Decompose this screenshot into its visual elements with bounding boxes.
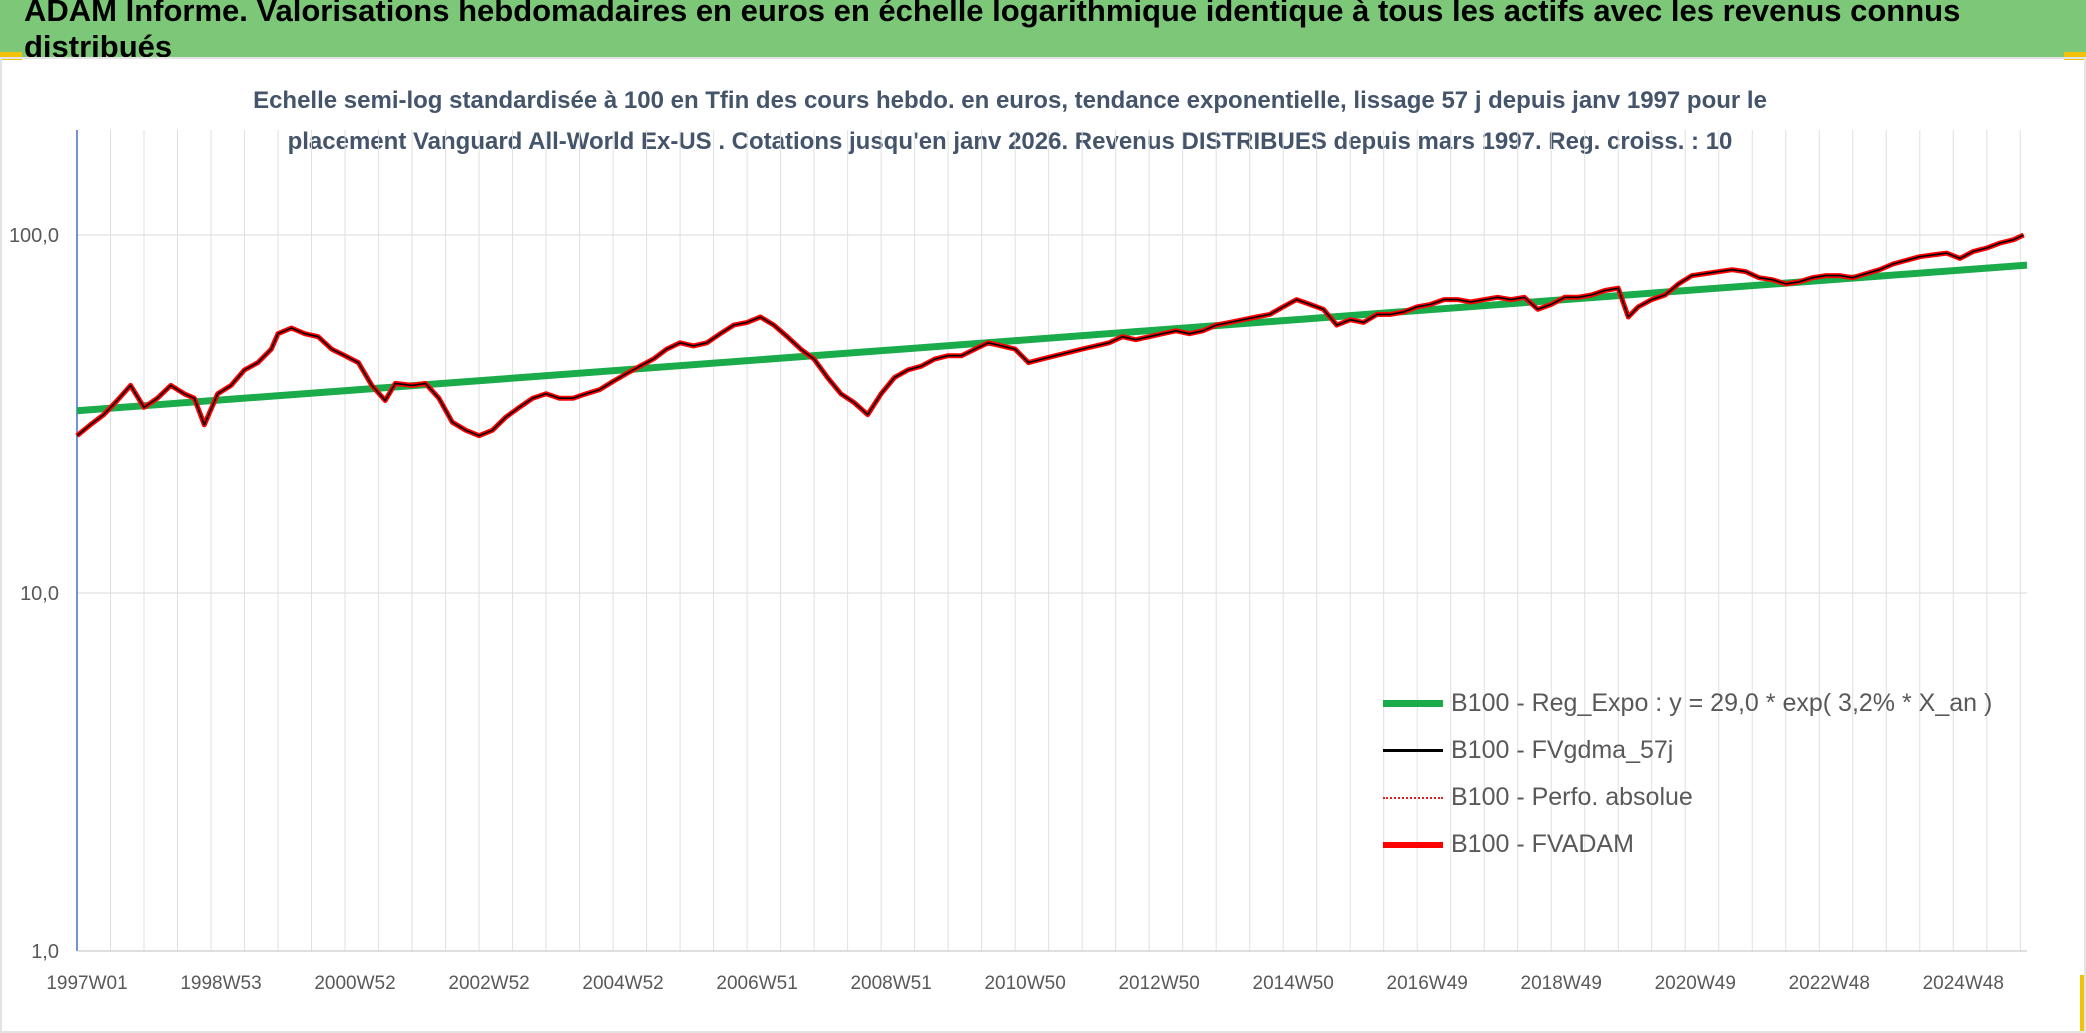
chart-title-line-2: placement Vanguard All-World Ex-US . Cot… — [287, 128, 1733, 155]
series-line-regression — [76, 261, 2028, 415]
x-tick-label: 2014W50 — [1253, 973, 1334, 994]
legend-swatch-smoothed — [1383, 749, 1443, 752]
x-tick-label: 2024W48 — [1923, 973, 2004, 994]
report-title: ADAM Informe. Valorisations hebdomadaire… — [24, 0, 1961, 64]
x-tick-label: 2010W50 — [984, 973, 1065, 994]
chart-legend: B100 - Reg_Expo : y = 29,0 * exp( 3,2% *… — [1383, 680, 2003, 868]
legend-label-adam: B100 - FVADAM — [1451, 830, 1634, 858]
x-tick-label: 2006W51 — [716, 973, 797, 994]
x-tick-label: 2002W52 — [448, 973, 529, 994]
chart-frame — [0, 57, 2086, 1033]
report-banner: ADAM Informe. Valorisations hebdomadaire… — [0, 0, 2086, 64]
y-tick-label: 100,0 — [9, 225, 59, 247]
x-tick-label: 2016W49 — [1387, 973, 1468, 994]
x-tick-label: 2022W48 — [1789, 973, 1870, 994]
chart-tick-labels: 100,0 10,0 1,0 1997W01 1998W53 2000W52 2002W52… — [9, 225, 2004, 994]
legend-swatch-regression — [1383, 700, 1443, 707]
x-tick-label: 2004W52 — [582, 973, 663, 994]
x-tick-label: 2020W49 — [1655, 973, 1736, 994]
chart-series — [75, 232, 2028, 439]
chart-title-line-1: Echelle semi-log standardisée à 100 en T… — [253, 87, 1767, 114]
legend-item-smoothed: B100 - FVgdma_57j — [1383, 727, 2003, 774]
legend-label-absolute: B100 - Perfo. absolue — [1451, 783, 1693, 811]
x-tick-label: 2008W51 — [850, 973, 931, 994]
x-tick-label: 2012W50 — [1118, 973, 1199, 994]
legend-swatch-adam — [1383, 841, 1443, 848]
legend-swatch-absolute — [1383, 796, 1443, 799]
corner-marker-right — [2064, 52, 2086, 60]
chart-axes — [76, 130, 2027, 952]
x-tick-label: 2018W49 — [1521, 973, 1602, 994]
legend-item-adam: B100 - FVADAM — [1383, 821, 2003, 868]
x-tick-label: 2000W52 — [314, 973, 395, 994]
series-line-smoothed — [76, 234, 2024, 437]
corner-marker-bottom-right — [2080, 975, 2086, 1033]
corner-marker-left — [0, 52, 22, 60]
legend-item-regression: B100 - Reg_Expo : y = 29,0 * exp( 3,2% *… — [1383, 680, 2003, 727]
y-tick-label: 10,0 — [20, 583, 59, 605]
y-tick-label: 1,0 — [31, 941, 59, 963]
x-tick-label: 1998W53 — [180, 973, 261, 994]
legend-item-absolute: B100 - Perfo. absolue — [1383, 774, 2003, 821]
x-tick-label: 1997W01 — [46, 973, 127, 994]
legend-label-regression: B100 - Reg_Expo : y = 29,0 * exp( 3,2% *… — [1451, 689, 1993, 717]
legend-label-smoothed: B100 - FVgdma_57j — [1451, 736, 1674, 764]
